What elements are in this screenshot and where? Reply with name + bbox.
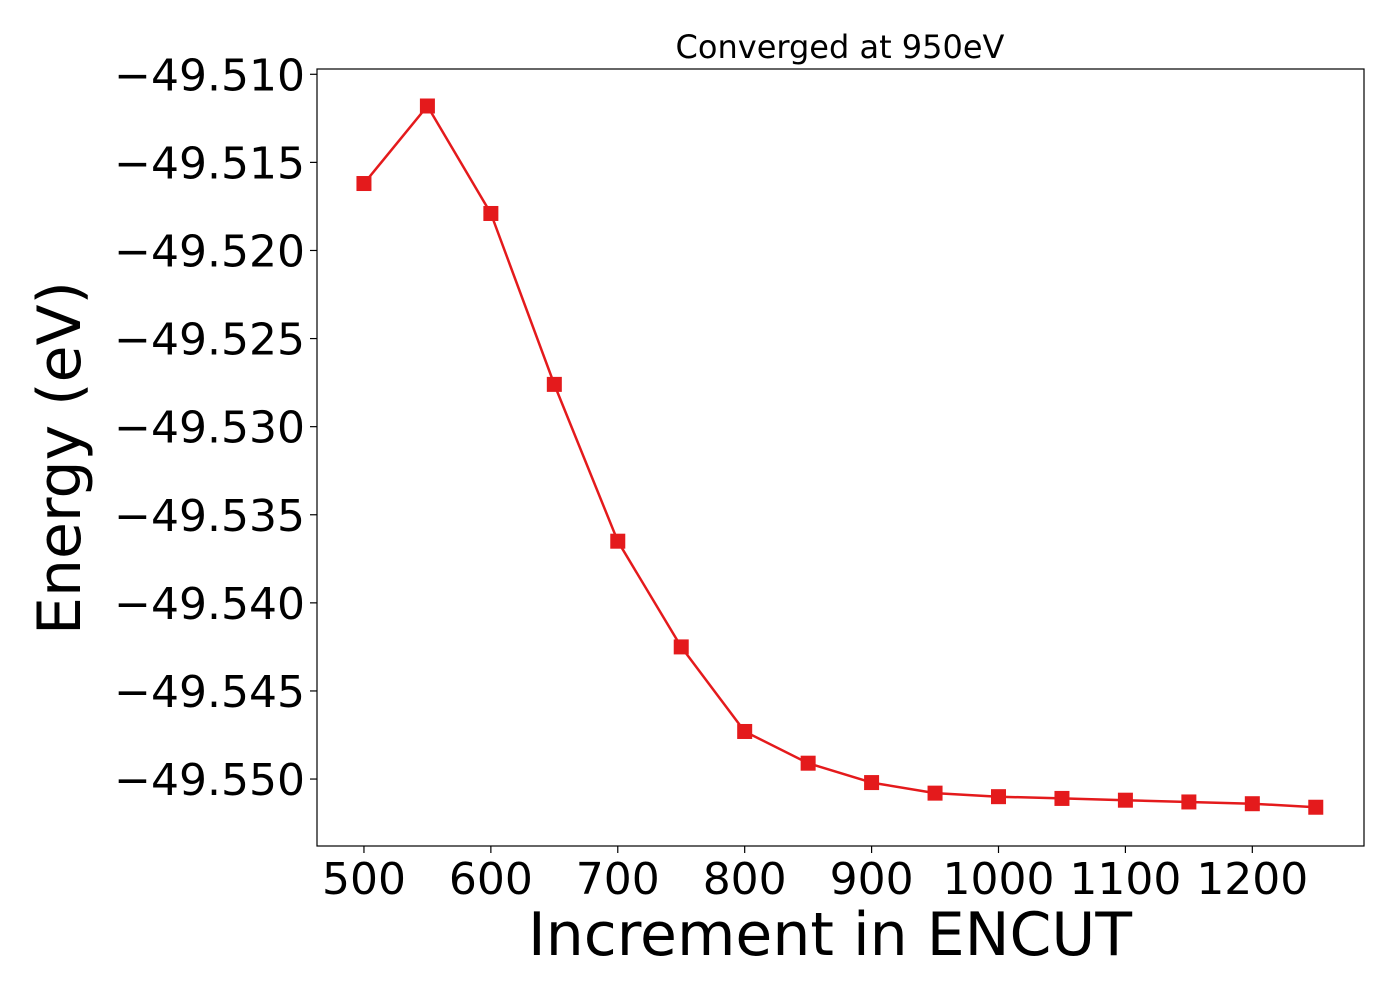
x-tick-label: 1100	[1069, 854, 1181, 905]
y-tick-label: −49.515	[114, 138, 305, 189]
x-tick-label: 900	[830, 854, 914, 905]
data-point-marker	[737, 723, 753, 739]
x-tick-label: 1000	[943, 854, 1055, 905]
y-tick-label: −49.510	[114, 50, 305, 101]
x-tick-label: 800	[703, 854, 787, 905]
y-axis-ticks: −49.510 −49.515 −49.520 −49.525 −49.530 −49.5…	[114, 50, 317, 806]
data-point-marker	[546, 376, 562, 392]
chart-title: Converged at 950eV	[676, 28, 1005, 66]
y-tick-label: −49.530	[114, 403, 305, 454]
x-axis-ticks: 500 600 700 800 900 1000 1100 1200	[322, 846, 1308, 905]
x-tick-label: 500	[322, 854, 406, 905]
data-point-marker	[1054, 790, 1070, 806]
y-tick-label: −49.525	[114, 315, 305, 366]
data-point-marker	[419, 98, 435, 114]
data-point-marker	[1244, 796, 1260, 812]
data-point-marker	[1308, 799, 1324, 815]
data-point-marker	[673, 639, 689, 655]
data-point-marker	[356, 176, 372, 192]
data-point-marker	[864, 775, 880, 791]
data-point-marker	[610, 533, 626, 549]
data-point-marker	[1117, 792, 1133, 808]
x-axis-label: Increment in ENCUT	[528, 900, 1132, 970]
data-point-marker	[991, 789, 1007, 805]
data-point-marker	[483, 205, 499, 221]
data-point-marker	[927, 785, 943, 801]
x-tick-label: 600	[449, 854, 533, 905]
y-tick-label: −49.520	[114, 226, 305, 277]
series-layer	[356, 98, 1324, 815]
data-point-marker	[800, 755, 816, 771]
plot-frame	[316, 68, 1365, 847]
y-tick-label: −49.535	[114, 491, 305, 542]
series-line	[363, 104, 1316, 809]
data-point-marker	[1181, 794, 1197, 810]
y-tick-label: −49.545	[114, 667, 305, 718]
y-tick-label: −49.540	[114, 579, 305, 630]
y-tick-label: −49.550	[114, 755, 305, 806]
x-tick-label: 700	[576, 854, 660, 905]
y-axis-label: Energy (eV)	[25, 281, 95, 635]
x-tick-label: 1200	[1196, 854, 1308, 905]
